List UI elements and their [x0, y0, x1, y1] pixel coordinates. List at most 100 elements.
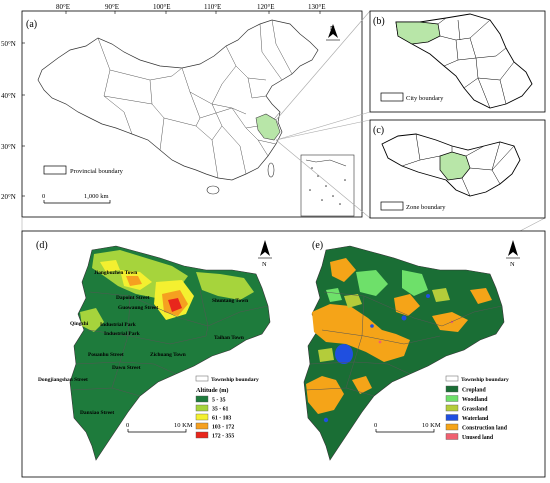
south-china-sea-inset — [300, 154, 355, 217]
landuse-legend-label: Unused land — [462, 435, 494, 441]
place-label: Taihan Town — [214, 335, 244, 341]
lat-tick: 40°N — [1, 92, 16, 100]
legend-provincial: Provincial boundary — [70, 168, 124, 175]
legend-title: Altitude (m) — [196, 387, 228, 394]
north-arrow-icon — [326, 24, 340, 41]
landuse-woodland — [326, 270, 428, 302]
legend-township: Township boundary — [461, 377, 509, 383]
lat-tick: 50°N — [1, 40, 16, 48]
place-label: Dapoint Street — [116, 295, 150, 301]
lon-tick: 90°E — [105, 3, 119, 11]
taiwan-island — [267, 162, 275, 178]
highlight-zone — [439, 151, 471, 181]
scale-start: 0 — [374, 422, 377, 429]
north-label: N — [510, 261, 515, 268]
scale-bar — [127, 429, 187, 433]
lon-tick: 120°E — [257, 3, 275, 11]
lon-tick: 130°E — [308, 3, 326, 11]
scale-bar — [43, 200, 111, 204]
landuse-legend-swatch — [445, 414, 459, 421]
landuse-legend-label: Woodland — [462, 397, 488, 403]
legend-swatch — [195, 375, 209, 382]
altitude-legend-swatch — [195, 431, 209, 439]
landuse-legend-swatch — [445, 395, 459, 402]
panel-e: (e) — [303, 240, 520, 461]
lat-tick: 20°N — [1, 193, 16, 201]
panel-a: 80°E 90°E 100°E 110°E 120°E 130°E 50°N 4… — [1, 3, 363, 218]
legend-township: Township boundary — [211, 377, 259, 383]
zone-boundaries — [401, 133, 515, 197]
township-boundaries — [305, 291, 503, 397]
place-label: Shuntang Town — [212, 298, 248, 304]
landuse-waterland — [323, 294, 430, 423]
scale-end: 10 KM — [422, 422, 441, 429]
altitude-legend-label: 103 - 172 — [212, 425, 234, 431]
scale-end: 1,000 km — [84, 193, 109, 200]
scale-bar — [375, 429, 435, 433]
city-boundaries — [437, 17, 515, 109]
lon-tick: 100°E — [153, 3, 171, 11]
altitude-map — [69, 245, 271, 461]
landuse-construction — [306, 258, 492, 414]
legend-city: City boundary — [406, 95, 444, 102]
panel-b: (b) City boundary — [369, 10, 546, 113]
landuse-legend-label: Waterland — [462, 416, 489, 422]
north-label: N — [330, 25, 335, 32]
china-outline — [37, 19, 319, 181]
lat-tick: 30°N — [1, 143, 16, 151]
legend-zone: Zone boundary — [406, 204, 446, 211]
scale-start: 0 — [126, 422, 129, 429]
altitude-legend-swatch — [195, 395, 209, 403]
altitude-legend-label: 5 - 35 — [212, 398, 226, 404]
panel-c-label: (c) — [373, 125, 384, 136]
landuse-legend-label: Grassland — [462, 407, 488, 413]
place-label: Industrial Park — [104, 331, 140, 337]
landuse-legend-swatch — [445, 433, 459, 440]
north-label: N — [262, 261, 267, 268]
place-label: Pouanhu Street — [88, 352, 124, 358]
landuse-grassland — [318, 288, 450, 362]
landuse-legend-swatch — [445, 404, 459, 412]
altitude-legend-swatch — [195, 404, 209, 412]
north-arrow-icon — [258, 240, 272, 259]
altitude-legend-swatch — [195, 422, 209, 430]
place-label: Qingzhi — [70, 321, 89, 327]
connector-lines — [21, 10, 546, 232]
north-arrow-icon — [506, 240, 520, 259]
place-label: Dawu Street — [112, 365, 141, 371]
place-label: Industrial Park — [100, 322, 136, 328]
hainan-island — [206, 185, 220, 195]
landuse-legend-swatch — [445, 385, 459, 393]
legend-swatch — [380, 201, 404, 211]
place-label: Jiangbuzhen Town — [94, 270, 137, 276]
scale-start: 0 — [42, 193, 45, 200]
legend-swatch — [445, 375, 459, 382]
legend-swatch — [380, 92, 404, 102]
panel-c: (c) Zone boundary — [369, 119, 546, 219]
landuse-legend-label: Construction land — [462, 426, 508, 432]
scale-end: 10 KM — [174, 422, 193, 429]
lon-tick: 80°E — [56, 3, 70, 11]
legend-swatch — [43, 165, 67, 175]
landuse-legend-label: Cropland — [462, 388, 487, 394]
altitude-zone-172-355 — [168, 298, 182, 312]
inset-islands — [309, 167, 346, 205]
panel-d-label: (d) — [36, 240, 48, 251]
highlight-city — [395, 21, 441, 45]
altitude-legend-label: 61 - 103 — [212, 416, 231, 422]
township-boundaries — [71, 289, 269, 397]
place-label: Danxiao Street — [80, 410, 114, 416]
panel-e-label: (e) — [312, 240, 323, 251]
place-label: Guowaung Street — [118, 305, 158, 311]
landuse-legend-swatch — [445, 423, 459, 431]
altitude-legend-swatch — [195, 413, 209, 421]
panel-a-label: (a) — [26, 19, 37, 30]
place-label: Zichuang Town — [150, 352, 186, 358]
panel-b-label: (b) — [373, 16, 385, 27]
altitude-legend-label: 35 - 61 — [212, 407, 229, 413]
altitude-legend-label: 172 - 355 — [212, 434, 234, 440]
place-label: Dongjiangshan Street — [38, 377, 88, 383]
highlight-province — [255, 113, 281, 141]
lon-tick: 110°E — [204, 3, 221, 11]
